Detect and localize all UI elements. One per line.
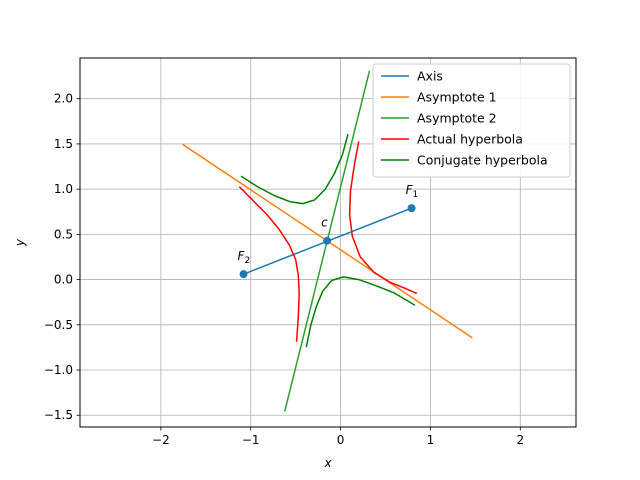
point-label: F1: [406, 183, 419, 200]
point-label: F2: [238, 249, 251, 266]
point-label-text: F: [406, 183, 414, 197]
point-label-text: c: [321, 216, 328, 230]
x-tick-label: 2: [516, 433, 524, 447]
x-tick-label: 1: [427, 433, 435, 447]
point-marker: [323, 236, 332, 245]
legend-label: Actual hyperbola: [417, 132, 523, 147]
legend-label: Axis: [417, 69, 443, 84]
series-line-actual-hyperbola: [238, 186, 300, 342]
y-axis-label: y: [13, 238, 27, 247]
y-tick-label: 1.5: [54, 137, 73, 151]
y-tick-label: −1.5: [44, 408, 73, 422]
y-tick-label: 0.5: [54, 227, 73, 241]
legend: Axis Asymptote 1 Asymptote 2 Actual hyperbo…: [372, 63, 571, 178]
point-marker: [407, 204, 416, 213]
x-tick-label: −2: [152, 433, 170, 447]
x-axis-label: x: [323, 456, 332, 470]
y-tick-label: −1.0: [44, 363, 73, 377]
series-line-conjugate-hyperbola: [240, 133, 349, 205]
legend-box: [372, 63, 571, 178]
y-tick-label: 0.0: [54, 273, 73, 287]
x-tick-label: −1: [242, 433, 260, 447]
point-label-subscript: 2: [244, 256, 250, 266]
ticks-group: −2 −1 0 1 2 −1.5 −1.0 −0.5 0.0 0.5 1.0 1.5 2.0: [44, 92, 524, 447]
legend-label: Asymptote 1: [417, 90, 497, 105]
point-label: c: [321, 216, 328, 230]
legend-label: Asymptote 2: [417, 111, 497, 126]
point-label-subscript: 1: [412, 190, 418, 200]
legend-label: Conjugate hyperbola: [417, 153, 548, 168]
y-tick-label: 1.0: [54, 182, 73, 196]
y-tick-label: −0.5: [44, 318, 73, 332]
plot-frame: [79, 57, 577, 428]
point-label-text: F: [238, 249, 246, 263]
series-line-actual-hyperbola: [348, 141, 418, 295]
y-tick-label: 2.0: [54, 92, 73, 106]
series-line-conjugate-hyperbola: [305, 276, 416, 348]
point-marker: [239, 270, 248, 279]
x-tick-label: 0: [337, 433, 345, 447]
